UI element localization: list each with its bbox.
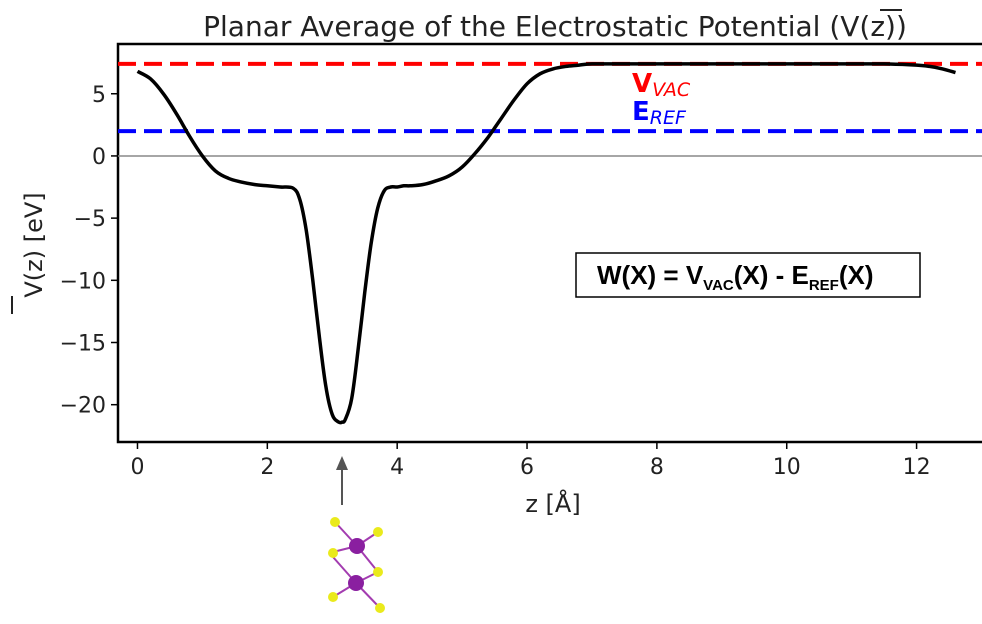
sulfur-atom (373, 527, 383, 537)
x-axis-ticks: 0 2 4 6 8 10 12 (130, 442, 931, 480)
layer-structure-illustration (328, 517, 385, 613)
sulfur-atom (328, 592, 338, 602)
y-tick-label: 5 (92, 83, 106, 108)
ref-label: EREF (632, 97, 687, 129)
sulfur-atom (328, 548, 338, 558)
formula-box (575, 252, 921, 298)
sulfur-atom (375, 603, 385, 613)
work-function-formula: W(X) = VVAC(X) - EREF(X) (597, 260, 874, 294)
y-tick-label: −15 (60, 332, 106, 357)
formula-part: (X) - E (734, 260, 809, 290)
ref-label-sub: REF (650, 107, 687, 129)
vac-label-main: V (632, 69, 652, 99)
formula-sub: REF (809, 277, 839, 294)
x-tick-label: 8 (650, 455, 664, 480)
vac-label-sub: VAC (652, 79, 691, 101)
x-tick-label: 12 (903, 455, 931, 480)
x-tick-label: 2 (260, 455, 274, 480)
y-axis-ticks: 5 0 −5 −10 −15 −20 (60, 83, 118, 419)
y-axis-label: V(z) [eV] (20, 192, 48, 297)
vac-label: VVAC (632, 69, 691, 101)
metal-atom (348, 575, 364, 591)
sulfur-atom (373, 567, 383, 577)
y-tick-label: −10 (60, 269, 106, 294)
x-tick-label: 4 (390, 455, 404, 480)
reference-lines (118, 61, 982, 157)
x-tick-label: 10 (773, 455, 801, 480)
chart-title: Planar Average of the Electrostatic Pote… (203, 10, 907, 43)
y-tick-label: 0 (92, 145, 106, 170)
slab-position-arrow (335, 456, 348, 505)
ref-label-main: E (632, 97, 650, 127)
formula-part: W(X) = V (597, 260, 704, 290)
sulfur-atom (330, 517, 340, 527)
formula-part: (X) (839, 260, 874, 290)
x-axis-label: z [Å] (525, 489, 580, 518)
formula-sub: VAC (703, 277, 734, 294)
metal-atom (349, 538, 365, 554)
x-tick-label: 0 (130, 455, 144, 480)
y-tick-label: −5 (74, 207, 106, 232)
y-tick-label: −20 (60, 394, 106, 419)
potential-curve (136, 62, 956, 425)
plot-frame (116, 42, 982, 444)
x-tick-label: 6 (520, 455, 534, 480)
